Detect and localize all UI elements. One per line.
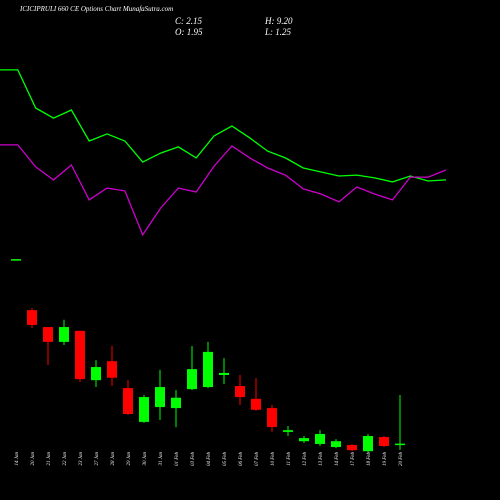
candle-body (123, 388, 133, 414)
candle-body (27, 310, 37, 325)
indicator-line (0, 144, 447, 237)
x-tick-label: 18 Feb (367, 452, 372, 467)
candle-body (251, 398, 261, 410)
x-tick-label: 04 Feb (207, 452, 212, 467)
candle-body (43, 327, 53, 342)
x-tick-label: 13 Feb (319, 452, 324, 467)
indicator-line (0, 69, 447, 183)
candle-body (379, 437, 389, 447)
x-tick-label: 12 Feb (303, 452, 308, 467)
x-tick-label: 31 Jan (159, 452, 164, 466)
x-tick-label: 20 Feb (399, 452, 404, 467)
candle-body (299, 438, 309, 442)
x-tick-label: 01 Feb (175, 452, 180, 467)
low-info: L: 1.25 (264, 27, 292, 37)
candle-body (155, 387, 165, 408)
high-info: H: 9.20 (264, 16, 293, 26)
candle-body (267, 408, 277, 428)
x-tick-label: 05 Feb (223, 452, 228, 467)
x-tick-label: 10 Feb (271, 452, 276, 467)
x-tick-label: 19 Feb (383, 452, 388, 467)
candle-body (235, 386, 245, 398)
candle-body (283, 430, 293, 432)
candle-body (203, 351, 213, 388)
candle-body (187, 369, 197, 390)
x-tick-label: 14 Jan (15, 452, 20, 466)
candle-body (91, 367, 101, 381)
x-tick-label: 21 Jan (47, 452, 52, 466)
candle-body (11, 259, 21, 261)
candle-body (363, 436, 373, 452)
candle-body (75, 330, 85, 380)
candle-body (331, 441, 341, 448)
x-tick-label: 07 Feb (255, 452, 260, 467)
x-tick-label: 17 Feb (351, 452, 356, 467)
x-tick-label: 27 Jan (95, 452, 100, 466)
x-tick-label: 28 Jan (111, 452, 116, 466)
candle-body (107, 361, 117, 378)
x-tick-label: 22 Jan (63, 452, 68, 466)
x-tick-label: 20 Jan (31, 452, 36, 466)
x-tick-label: 03 Feb (191, 452, 196, 467)
x-tick-label: 23 Jan (79, 452, 84, 466)
close-info: C: 2.15 (175, 16, 203, 26)
candle-body (139, 397, 149, 422)
x-tick-label: 29 Jan (127, 452, 132, 466)
candle-body (171, 397, 181, 409)
open-info: O: 1.95 (175, 27, 203, 37)
candle-body (59, 327, 69, 342)
candle-body (395, 443, 405, 446)
chart-title: ICICIPRULI 660 CE Options Chart MunafaSu… (19, 5, 173, 13)
candle-body (315, 433, 325, 444)
candle-body (347, 444, 357, 451)
x-tick-label: 11 Feb (287, 452, 292, 466)
x-tick-label: 06 Feb (239, 452, 244, 467)
candle-body (219, 372, 229, 375)
x-tick-label: 30 Jan (143, 452, 148, 466)
x-tick-label: 14 Feb (335, 452, 340, 467)
